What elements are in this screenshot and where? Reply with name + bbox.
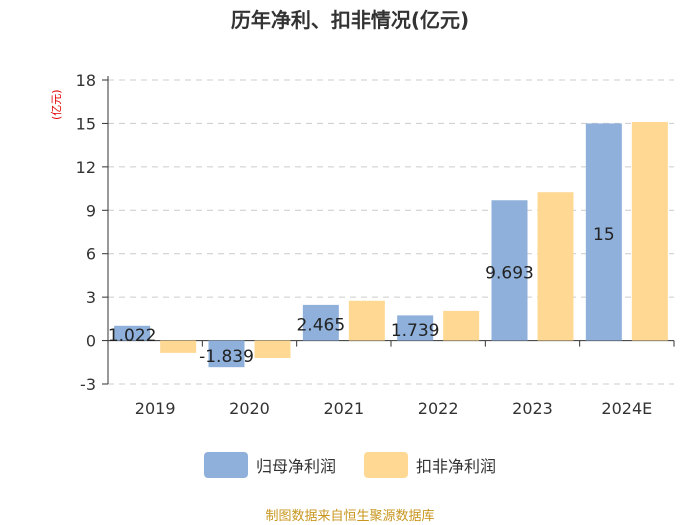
legend-swatch-2 bbox=[364, 452, 408, 478]
y-tick-label: 12 bbox=[76, 158, 96, 177]
y-tick-label: 0 bbox=[86, 332, 96, 351]
data-label: 15 bbox=[593, 225, 615, 245]
bar-net-profit bbox=[208, 340, 245, 368]
chart-title: 历年净利、扣非情况(亿元) bbox=[230, 8, 470, 32]
x-tick-label: 2022 bbox=[418, 399, 459, 418]
bar-deducted-profit bbox=[631, 121, 668, 341]
legend-swatch-1 bbox=[203, 452, 248, 478]
legend-label-1: 归母净利润 bbox=[255, 457, 336, 476]
legend: 归母净利润 扣非净利润 bbox=[0, 452, 700, 478]
bar-net-profit bbox=[585, 123, 622, 341]
legend-item-1[interactable]: 归母净利润 bbox=[203, 452, 336, 478]
bar-chart: -3 0 3 6 9 12 15 18 1.022 2019 -1.839 2020 2.465 2021… bbox=[76, 71, 675, 418]
data-label: 2.465 bbox=[296, 316, 345, 336]
x-tick-label: 2021 bbox=[323, 399, 364, 418]
bar-deducted-profit bbox=[348, 300, 385, 341]
y-tick-label: -3 bbox=[80, 375, 96, 394]
x-tick-label: 2024E bbox=[601, 399, 652, 418]
bar-net-profit bbox=[114, 325, 151, 341]
data-label: 1.022 bbox=[108, 326, 157, 346]
y-tick-label: 3 bbox=[86, 288, 96, 307]
bar-deducted-profit bbox=[254, 340, 291, 358]
data-label: 9.693 bbox=[485, 263, 534, 283]
x-tick-label: 2023 bbox=[512, 399, 553, 418]
source-footer: 制图数据来自恒生聚源数据库 bbox=[265, 509, 435, 524]
y-tick-label: 9 bbox=[86, 201, 96, 220]
legend-label-2: 扣非净利润 bbox=[416, 457, 497, 476]
y-tick-label: 18 bbox=[76, 71, 96, 90]
bar-net-profit bbox=[491, 200, 528, 341]
data-label: 1.739 bbox=[391, 321, 440, 341]
x-tick-label: 2020 bbox=[229, 399, 270, 418]
y-tick-label: 6 bbox=[86, 245, 96, 264]
legend-item-2[interactable]: 扣非净利润 bbox=[364, 452, 496, 478]
x-tick-label: 2019 bbox=[135, 399, 176, 418]
bar-deducted-profit bbox=[443, 310, 480, 341]
bar-deducted-profit bbox=[537, 192, 574, 341]
bar-net-profit bbox=[302, 304, 339, 341]
bar-deducted-profit bbox=[160, 340, 197, 353]
data-label: -1.839 bbox=[199, 347, 254, 367]
y-tick-label: 15 bbox=[76, 114, 96, 133]
bar-net-profit bbox=[397, 315, 434, 341]
